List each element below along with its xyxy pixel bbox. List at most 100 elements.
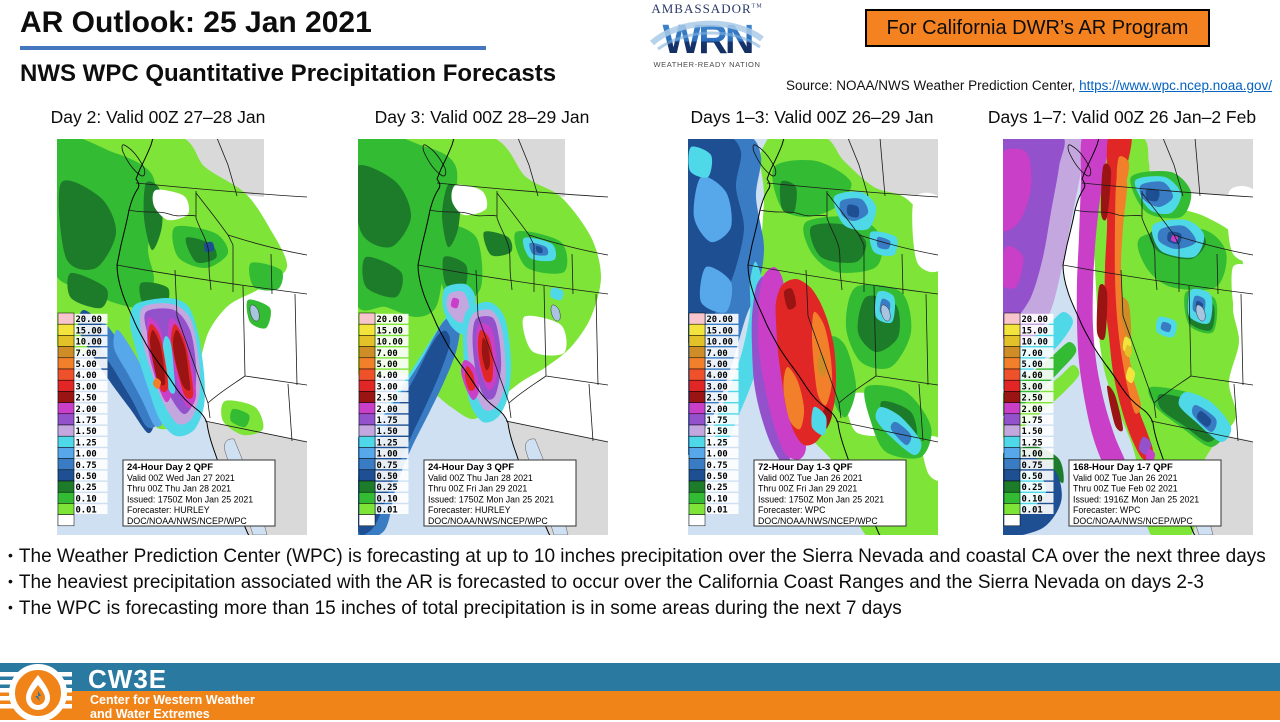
svg-text:2.50: 2.50 — [76, 394, 97, 404]
svg-text:0.01: 0.01 — [377, 506, 398, 516]
svg-text:4.00: 4.00 — [707, 371, 728, 381]
svg-text:2.50: 2.50 — [707, 394, 728, 404]
svg-text:2.00: 2.00 — [707, 405, 728, 415]
source-link[interactable]: https://www.wpc.ncep.noaa.gov/ — [1079, 78, 1272, 93]
svg-text:1.25: 1.25 — [377, 438, 398, 448]
svg-text:1.75: 1.75 — [377, 416, 398, 426]
qpf-map: 20.0015.0010.007.005.004.003.002.502.001… — [688, 139, 938, 535]
svg-text:0.10: 0.10 — [76, 494, 97, 504]
svg-text:3.00: 3.00 — [707, 382, 728, 392]
svg-text:Thru 00Z Fri Jan 29 2021: Thru 00Z Fri Jan 29 2021 — [758, 484, 857, 494]
svg-text:24-Hour Day 2 QPF: 24-Hour Day 2 QPF — [127, 462, 213, 473]
qpf-legend: 20.0015.0010.007.005.004.003.002.502.001… — [688, 312, 739, 527]
bullet-list: • The Weather Prediction Center (WPC) is … — [8, 544, 1270, 623]
svg-text:Forecaster: WPC: Forecaster: WPC — [758, 505, 826, 515]
svg-text:10.00: 10.00 — [76, 338, 102, 348]
state-borders — [417, 139, 608, 443]
svg-text:20.00: 20.00 — [1022, 315, 1048, 325]
svg-text:10.00: 10.00 — [1022, 338, 1048, 348]
map-panel-label: Day 3: Valid 00Z 28–29 Jan — [374, 107, 590, 127]
cw3e-logo-icon — [0, 664, 72, 720]
svg-text:DOC/NOAA/NWS/NCEP/WPC: DOC/NOAA/NWS/NCEP/WPC — [428, 516, 548, 526]
svg-text:0.25: 0.25 — [1022, 483, 1043, 493]
title-underline — [20, 46, 486, 50]
svg-text:72-Hour Day 1-3 QPF: 72-Hour Day 1-3 QPF — [758, 462, 853, 473]
svg-text:1.00: 1.00 — [76, 450, 97, 460]
bullet-item: • The WPC is forecasting more than 15 inc… — [8, 598, 902, 620]
svg-text:7.00: 7.00 — [707, 349, 728, 359]
svg-text:1.00: 1.00 — [707, 450, 728, 460]
svg-text:4.00: 4.00 — [76, 371, 97, 381]
svg-text:3.00: 3.00 — [377, 382, 398, 392]
svg-text:Valid 00Z Tue Jan 26 2021: Valid 00Z Tue Jan 26 2021 — [758, 473, 863, 483]
qpf-map: 20.0015.0010.007.005.004.003.002.502.001… — [358, 139, 608, 535]
svg-text:DOC/NOAA/NWS/NCEP/WPC: DOC/NOAA/NWS/NCEP/WPC — [1073, 516, 1193, 526]
state-borders — [1062, 139, 1253, 443]
svg-text:2.00: 2.00 — [377, 405, 398, 415]
svg-text:Thru 00Z Thu Jan 28 2021: Thru 00Z Thu Jan 28 2021 — [127, 484, 231, 494]
svg-text:3.00: 3.00 — [1022, 382, 1043, 392]
svg-text:0.10: 0.10 — [707, 494, 728, 504]
svg-text:0.01: 0.01 — [707, 506, 728, 516]
svg-text:Forecaster: HURLEY: Forecaster: HURLEY — [127, 505, 210, 515]
svg-text:0.25: 0.25 — [76, 483, 97, 493]
map-panel-label: Days 1–7: Valid 00Z 26 Jan–2 Feb — [987, 107, 1257, 127]
svg-text:Valid 00Z Tue Jan 26 2021: Valid 00Z Tue Jan 26 2021 — [1073, 473, 1178, 483]
svg-text:DOC/NOAA/NWS/NCEP/WPC: DOC/NOAA/NWS/NCEP/WPC — [127, 516, 247, 526]
program-badge: For California DWR’s AR Program — [865, 9, 1210, 47]
svg-text:1.25: 1.25 — [1022, 438, 1043, 448]
footer-org-name: CW3E — [88, 664, 168, 694]
footer-tagline: Center for Western Weather and Water Extr… — [90, 693, 255, 722]
svg-text:0.75: 0.75 — [707, 461, 728, 471]
qpf-legend: 20.0015.0010.007.005.004.003.002.502.001… — [358, 312, 409, 527]
svg-text:20.00: 20.00 — [707, 315, 733, 325]
wrn-ambassador-logo: AMBASSADORTM WRN WEATHER-READY NATION — [645, 1, 769, 69]
qpf-map: 20.0015.0010.007.005.004.003.002.502.001… — [57, 139, 307, 535]
svg-text:7.00: 7.00 — [377, 349, 398, 359]
bullet-item: • The heaviest precipitation associated w… — [8, 572, 1204, 594]
svg-text:0.50: 0.50 — [1022, 472, 1043, 482]
svg-text:1.50: 1.50 — [377, 427, 398, 437]
svg-text:0.50: 0.50 — [76, 472, 97, 482]
svg-text:5.00: 5.00 — [377, 360, 398, 370]
svg-text:3.00: 3.00 — [76, 382, 97, 392]
source-line: Source: NOAA/NWS Weather Prediction Cent… — [600, 78, 1272, 93]
svg-text:10.00: 10.00 — [377, 338, 403, 348]
svg-text:4.00: 4.00 — [1022, 371, 1043, 381]
precip-shading — [57, 139, 288, 437]
svg-text:15.00: 15.00 — [1022, 326, 1048, 336]
svg-text:0.75: 0.75 — [377, 461, 398, 471]
svg-text:15.00: 15.00 — [377, 326, 403, 336]
svg-text:7.00: 7.00 — [1022, 349, 1043, 359]
svg-text:2.00: 2.00 — [76, 405, 97, 415]
svg-text:0.75: 0.75 — [76, 461, 97, 471]
svg-text:5.00: 5.00 — [707, 360, 728, 370]
svg-text:0.75: 0.75 — [1022, 461, 1043, 471]
svg-text:0.25: 0.25 — [377, 483, 398, 493]
wrn-nation-text: WEATHER-READY NATION — [653, 60, 761, 69]
svg-text:2.00: 2.00 — [1022, 405, 1043, 415]
svg-text:0.50: 0.50 — [377, 472, 398, 482]
svg-text:Issued: 1916Z Mon Jan 25 2021: Issued: 1916Z Mon Jan 25 2021 — [1073, 494, 1199, 504]
svg-text:1.75: 1.75 — [76, 416, 97, 426]
svg-text:20.00: 20.00 — [377, 315, 403, 325]
svg-text:1.25: 1.25 — [707, 438, 728, 448]
map-panel-label: Day 2: Valid 00Z 27–28 Jan — [50, 107, 266, 127]
bullet-item: • The Weather Prediction Center (WPC) is … — [8, 546, 1266, 567]
map-panel-label: Days 1–3: Valid 00Z 26–29 Jan — [690, 107, 934, 127]
svg-text:5.00: 5.00 — [1022, 360, 1043, 370]
svg-text:2.50: 2.50 — [1022, 394, 1043, 404]
svg-text:1.50: 1.50 — [707, 427, 728, 437]
svg-text:Valid 00Z Thu Jan 28 2021: Valid 00Z Thu Jan 28 2021 — [428, 473, 533, 483]
page-title: AR Outlook: 25 Jan 2021 — [20, 6, 372, 39]
source-prefix: Source: NOAA/NWS Weather Prediction Cent… — [786, 78, 1080, 93]
svg-text:7.00: 7.00 — [76, 349, 97, 359]
svg-text:Thru 00Z Tue Feb 02 2021: Thru 00Z Tue Feb 02 2021 — [1073, 484, 1178, 494]
svg-text:2.50: 2.50 — [377, 394, 398, 404]
svg-text:15.00: 15.00 — [76, 326, 102, 336]
svg-text:10.00: 10.00 — [707, 338, 733, 348]
footer-blue-bar — [0, 663, 1280, 691]
